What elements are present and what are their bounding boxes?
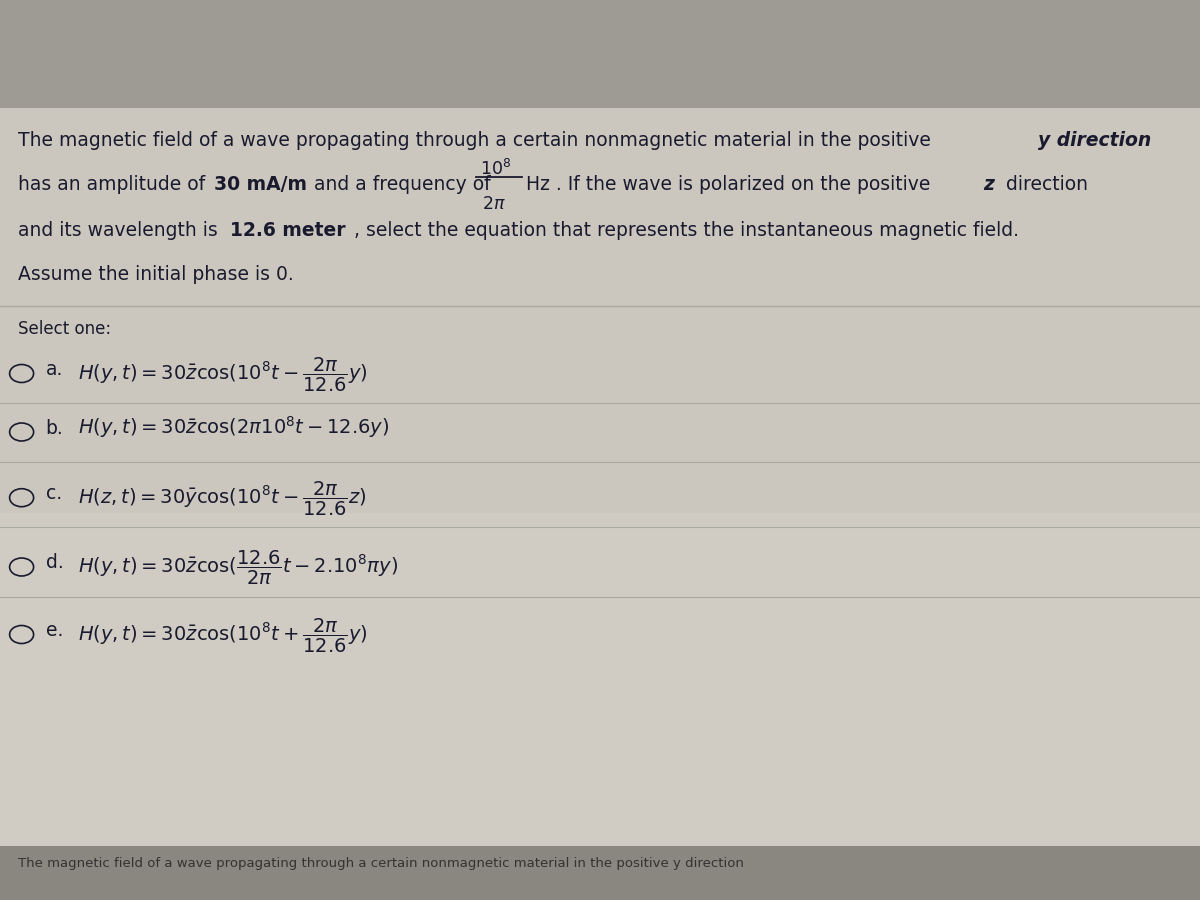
Text: The magnetic field of a wave propagating through a certain nonmagnetic material : The magnetic field of a wave propagating… bbox=[18, 857, 744, 869]
Text: c.: c. bbox=[46, 484, 61, 503]
Text: z: z bbox=[983, 176, 994, 194]
Text: Assume the initial phase is 0.: Assume the initial phase is 0. bbox=[18, 266, 294, 284]
Text: 30 mA/m: 30 mA/m bbox=[214, 176, 307, 194]
Text: and its wavelength is: and its wavelength is bbox=[18, 220, 223, 239]
Text: $2\pi$: $2\pi$ bbox=[482, 195, 506, 213]
FancyBboxPatch shape bbox=[0, 108, 1200, 513]
Text: $H(y,t) = 30\bar{z}\cos(10^8t - \dfrac{2\pi}{12.6}y)$: $H(y,t) = 30\bar{z}\cos(10^8t - \dfrac{2… bbox=[78, 356, 367, 393]
FancyBboxPatch shape bbox=[0, 846, 1200, 900]
Text: a.: a. bbox=[46, 360, 62, 379]
Text: d.: d. bbox=[46, 554, 64, 572]
Text: Hz . If the wave is polarized on the positive: Hz . If the wave is polarized on the pos… bbox=[526, 176, 936, 194]
Text: $10^8$: $10^8$ bbox=[480, 159, 511, 179]
Text: The magnetic field of a wave propagating through a certain nonmagnetic material : The magnetic field of a wave propagating… bbox=[18, 130, 937, 149]
Text: and a frequency of: and a frequency of bbox=[308, 176, 497, 194]
Text: 12.6 meter: 12.6 meter bbox=[230, 220, 346, 239]
FancyBboxPatch shape bbox=[0, 513, 1200, 846]
Text: y direction: y direction bbox=[1038, 130, 1151, 149]
FancyBboxPatch shape bbox=[0, 0, 1200, 108]
Text: b.: b. bbox=[46, 418, 64, 437]
Text: $H(y,t) = 30\bar{z}\cos(\dfrac{12.6}{2\pi}t - 2.10^8\pi y)$: $H(y,t) = 30\bar{z}\cos(\dfrac{12.6}{2\p… bbox=[78, 549, 398, 587]
Text: $H(y,t) = 30\bar{z}\cos(10^8t + \dfrac{2\pi}{12.6}y)$: $H(y,t) = 30\bar{z}\cos(10^8t + \dfrac{2… bbox=[78, 616, 367, 654]
Text: $H(z,t) = 30\bar{y}\cos(10^8t - \dfrac{2\pi}{12.6}z)$: $H(z,t) = 30\bar{y}\cos(10^8t - \dfrac{2… bbox=[78, 480, 366, 518]
Text: e.: e. bbox=[46, 621, 62, 640]
Text: has an amplitude of: has an amplitude of bbox=[18, 176, 211, 194]
Text: $H(y,t) = 30\bar{z}\cos(2\pi10^8t - 12.6y)$: $H(y,t) = 30\bar{z}\cos(2\pi10^8t - 12.6… bbox=[78, 414, 389, 440]
Text: direction: direction bbox=[1000, 176, 1087, 194]
Text: , select the equation that represents the instantaneous magnetic field.: , select the equation that represents th… bbox=[354, 220, 1019, 239]
Text: Select one:: Select one: bbox=[18, 320, 112, 338]
